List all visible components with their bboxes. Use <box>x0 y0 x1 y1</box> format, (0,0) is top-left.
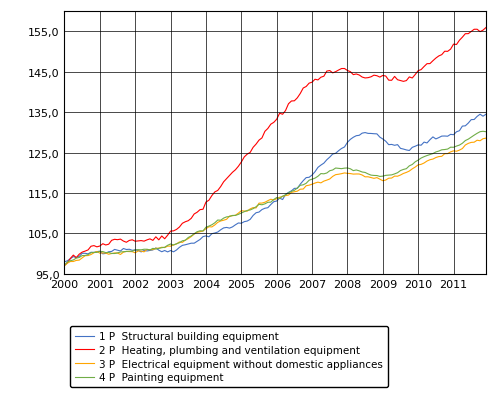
Line: 2 P  Heating, plumbing and ventilation equipment: 2 P Heating, plumbing and ventilation eq… <box>64 29 486 266</box>
4 P  Painting equipment <box>483 130 489 135</box>
4 P  Painting equipment <box>406 164 412 169</box>
4 P  Painting equipment <box>480 130 486 135</box>
4 P  Painting equipment <box>362 171 368 175</box>
3 P  Electrical equipment without domestic appliances <box>406 169 412 174</box>
2 P  Heating, plumbing and ventilation equipment <box>62 263 67 268</box>
1 P  Structural building equipment <box>400 147 406 152</box>
2 P  Heating, plumbing and ventilation equipment <box>191 212 197 217</box>
3 P  Electrical equipment without domestic appliances <box>400 171 406 176</box>
4 P  Painting equipment <box>400 168 406 173</box>
1 P  Structural building equipment <box>406 148 412 153</box>
2 P  Heating, plumbing and ventilation equipment <box>483 26 489 31</box>
4 P  Painting equipment <box>191 232 197 237</box>
1 P  Structural building equipment <box>62 260 67 265</box>
3 P  Electrical equipment without domestic appliances <box>91 251 97 256</box>
3 P  Electrical equipment without domestic appliances <box>483 136 489 141</box>
2 P  Heating, plumbing and ventilation equipment <box>91 243 97 248</box>
1 P  Structural building equipment <box>362 131 368 136</box>
1 P  Structural building equipment <box>191 241 197 246</box>
Line: 4 P  Painting equipment: 4 P Painting equipment <box>64 132 486 265</box>
2 P  Heating, plumbing and ventilation equipment <box>400 80 406 85</box>
Legend: 1 P  Structural building equipment, 2 P  Heating, plumbing and ventilation equip: 1 P Structural building equipment, 2 P H… <box>70 326 388 388</box>
2 P  Heating, plumbing and ventilation equipment <box>124 240 129 245</box>
Line: 3 P  Electrical equipment without domestic appliances: 3 P Electrical equipment without domesti… <box>64 139 486 266</box>
2 P  Heating, plumbing and ventilation equipment <box>362 76 368 81</box>
1 P  Structural building equipment <box>483 112 489 117</box>
4 P  Painting equipment <box>124 249 129 254</box>
Line: 1 P  Structural building equipment: 1 P Structural building equipment <box>64 115 486 262</box>
4 P  Painting equipment <box>62 263 67 268</box>
2 P  Heating, plumbing and ventilation equipment <box>406 75 412 80</box>
4 P  Painting equipment <box>91 250 97 255</box>
3 P  Electrical equipment without domestic appliances <box>62 263 67 268</box>
3 P  Electrical equipment without domestic appliances <box>124 249 129 254</box>
1 P  Structural building equipment <box>91 250 97 255</box>
3 P  Electrical equipment without domestic appliances <box>362 175 368 180</box>
1 P  Structural building equipment <box>477 112 483 117</box>
1 P  Structural building equipment <box>124 247 129 252</box>
3 P  Electrical equipment without domestic appliances <box>191 232 197 237</box>
